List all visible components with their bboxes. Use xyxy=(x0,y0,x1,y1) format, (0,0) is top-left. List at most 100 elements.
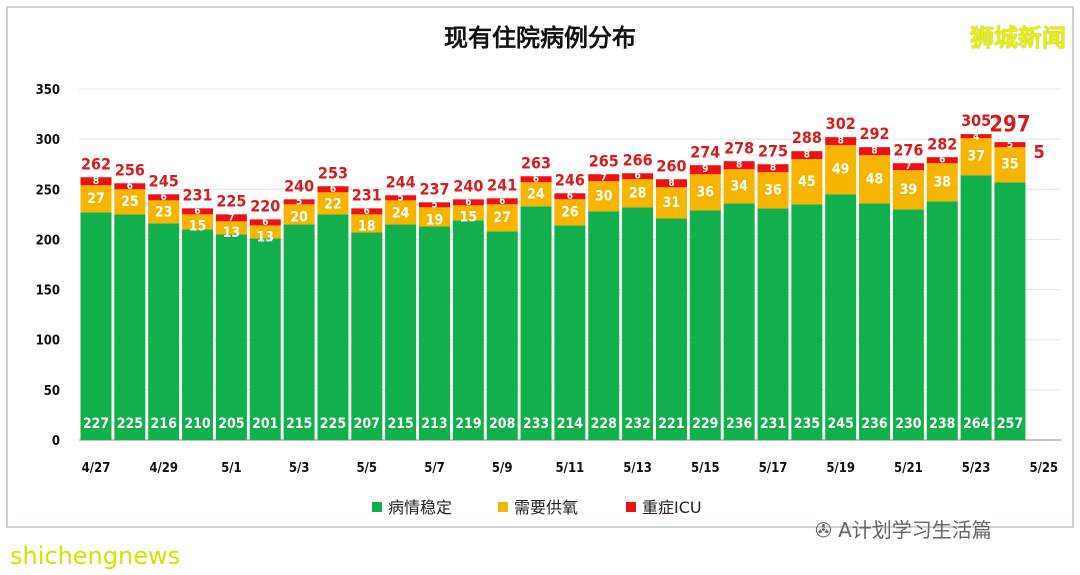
total-label: 263 xyxy=(521,153,551,172)
bar-segment-stable xyxy=(994,182,1026,440)
bar-segment-icu xyxy=(114,183,146,190)
data-label: 221 xyxy=(658,416,684,432)
total-label: 275 xyxy=(758,141,788,160)
data-label: 214 xyxy=(557,416,584,432)
bar-segment-stable xyxy=(892,209,924,440)
data-label: 8 xyxy=(736,160,742,171)
data-label: 8 xyxy=(93,176,99,187)
data-label: 6 xyxy=(127,181,133,192)
bar-segment-stable xyxy=(520,206,552,440)
bar-segment-oxygen xyxy=(351,214,383,233)
total-label: 231 xyxy=(183,185,213,204)
data-label: 36 xyxy=(764,182,782,198)
data-label: 24 xyxy=(392,205,410,221)
data-label: 18 xyxy=(358,219,376,235)
data-label: 5 xyxy=(296,197,302,208)
bar-segment-icu xyxy=(385,195,417,201)
x-tick-label: 5/9 xyxy=(492,461,513,476)
bar-segment-oxygen xyxy=(249,225,281,239)
data-label: 6 xyxy=(465,197,471,208)
data-label: 238 xyxy=(929,416,955,432)
total-label: 244 xyxy=(386,172,416,191)
bar-segment-stable xyxy=(419,226,450,440)
bar-segment-stable xyxy=(283,224,315,440)
bar-segment-stable xyxy=(723,203,755,440)
data-label: 5 xyxy=(431,200,437,211)
data-label: 231 xyxy=(760,416,786,432)
data-label: 8 xyxy=(838,136,844,147)
bar-segment-icu xyxy=(283,199,315,205)
total-label: 225 xyxy=(216,191,246,210)
y-tick-label: 350 xyxy=(36,83,60,98)
bar-segment-stable xyxy=(689,210,721,440)
data-label: 23 xyxy=(155,204,173,220)
data-label: 232 xyxy=(624,416,650,432)
data-label: 36 xyxy=(697,184,715,200)
data-label: 20 xyxy=(290,209,308,225)
total-label: 220 xyxy=(250,196,280,215)
bar-segment-icu xyxy=(520,176,552,183)
data-label: 39 xyxy=(900,182,918,198)
data-label: 27 xyxy=(493,210,511,226)
bar-segment-oxygen xyxy=(926,163,958,202)
data-label: 5 xyxy=(398,193,404,204)
bar-segment-stable xyxy=(655,218,687,440)
bar-segment-icu xyxy=(452,199,484,206)
x-tick-label: 4/29 xyxy=(149,461,178,476)
data-label: 219 xyxy=(455,416,481,432)
bar-segment-oxygen xyxy=(859,155,891,204)
data-label: 5 xyxy=(1007,140,1013,151)
data-label: 6 xyxy=(161,192,167,203)
total-label: 305 xyxy=(961,111,991,130)
data-label: 8 xyxy=(770,163,776,174)
bar-segment-stable xyxy=(859,203,891,440)
icu-callout-label: 5 xyxy=(1033,142,1044,163)
data-label: 6 xyxy=(262,217,268,228)
data-label: 22 xyxy=(324,196,342,212)
x-tick-label: 5/7 xyxy=(424,461,445,476)
data-label: 225 xyxy=(320,416,346,432)
legend-swatch xyxy=(626,502,636,512)
y-tick-label: 150 xyxy=(36,284,60,299)
data-label: 25 xyxy=(121,194,139,210)
data-label: 216 xyxy=(151,416,178,432)
bar-segment-stable xyxy=(148,223,180,440)
bar-segment-stable xyxy=(351,232,383,440)
total-label: 274 xyxy=(690,142,720,161)
bar-segment-oxygen xyxy=(554,199,586,226)
bar-segment-stable xyxy=(825,194,857,440)
x-tick-label: 5/21 xyxy=(894,461,923,476)
total-label: 256 xyxy=(115,160,145,179)
data-label: 15 xyxy=(189,219,207,235)
bar-segment-stable xyxy=(960,175,992,440)
bar-segment-icu xyxy=(249,219,281,226)
x-tick-label: 5/15 xyxy=(691,461,720,476)
bar-segment-stable xyxy=(215,234,247,440)
bar-segment-icu xyxy=(994,142,1026,148)
bar-segment-oxygen xyxy=(655,187,687,219)
data-label: 34 xyxy=(730,178,748,194)
bar-segment-stable xyxy=(182,229,214,440)
bar-segment-oxygen xyxy=(215,221,247,235)
data-label: 6 xyxy=(194,206,200,217)
data-label: 26 xyxy=(561,204,579,220)
data-label: 8 xyxy=(804,150,810,161)
total-label: 237 xyxy=(419,179,449,198)
bar-segment-oxygen xyxy=(960,138,992,176)
bar-segment-icu xyxy=(317,186,349,193)
bar-segment-oxygen xyxy=(689,174,721,211)
x-tick-label: 5/11 xyxy=(556,461,585,476)
total-label: 241 xyxy=(487,175,517,194)
total-label: 262 xyxy=(81,154,111,173)
data-label: 233 xyxy=(523,416,549,432)
total-label: 292 xyxy=(860,124,890,143)
legend-label: 病情稳定 xyxy=(388,498,452,517)
data-label: 6 xyxy=(939,155,945,166)
bar-segment-oxygen xyxy=(757,172,789,209)
bar-segment-oxygen xyxy=(723,169,755,204)
data-label: 215 xyxy=(286,416,312,432)
bar-segment-stable xyxy=(791,204,823,440)
bar-segment-oxygen xyxy=(114,189,146,215)
data-label: 7 xyxy=(905,161,911,172)
